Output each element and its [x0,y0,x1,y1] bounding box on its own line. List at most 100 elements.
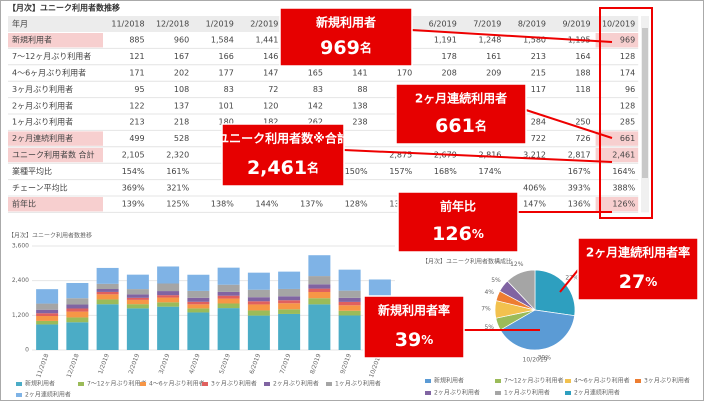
cell: 83 [313,85,323,94]
column-header: 11/2018 [111,20,144,29]
row-label: 2ヶ月連続利用者 [12,133,73,143]
cell: 499 [129,134,144,143]
row-label: 1ヶ月ぶり利用者 [12,117,73,127]
legend-label: 新規利用者 [434,377,464,385]
cell: 960 [174,36,189,45]
cell: 1,580 [523,36,546,45]
row-label: 4〜6ヶ月ぶり利用者 [12,68,86,78]
cell: 101 [219,101,234,110]
legend-label: 3ヶ月ぶり利用者 [644,377,690,385]
legend-label: 3ヶ月ぶり利用者 [211,380,257,388]
bar-segment [126,297,149,300]
cell: 161% [166,167,189,176]
bar-segment [36,315,59,321]
callout-unit: % [472,227,484,241]
cell: 117 [531,85,546,94]
bar-segment [278,300,301,304]
cell: 72 [268,85,278,94]
bar-segment [308,304,331,350]
legend-label: 2ヶ月ぶり利用者 [273,380,319,388]
cell: 167% [568,167,591,176]
cell: 218 [174,118,189,127]
bar-segment [308,298,331,305]
cell: 2,105 [122,151,145,160]
cell: 369% [122,183,145,192]
bar-segment [247,301,270,305]
bar-segment [157,302,180,307]
callout-box [395,83,527,145]
callout-value: 27% [619,271,657,293]
bar-segment [157,295,180,298]
bar-segment [96,291,119,295]
cell: 139% [122,200,145,209]
cell: 321% [166,183,189,192]
cell: 1,441 [255,36,278,45]
bar-segment [278,313,301,350]
column-header: 8/2019 [518,20,546,29]
cell: 137 [174,101,189,110]
cell: 141 [352,69,367,78]
callout-box [221,123,345,187]
callout-connector [411,29,613,43]
cell-highlight [595,197,639,212]
cell: 178 [442,52,457,61]
callout-label: 新規利用者率 [378,303,450,318]
bar-segment [187,308,210,313]
bar-segment [187,304,210,309]
pie-caption: 10/2019 [523,357,548,364]
row-label: 3ヶ月ぶり利用者 [12,84,73,94]
column-header: 10/2019 [602,20,635,29]
bar-segment [308,288,331,292]
row-label: 業種平均比 [12,166,52,176]
pie-value-label: 4% [484,289,494,296]
cell: 885 [129,36,144,45]
cell: 1,191 [434,36,457,45]
cell: 122 [129,101,144,110]
bar-segment [187,274,210,291]
legend-swatch [565,391,571,395]
bar-segment [96,267,119,284]
row-label: 新規利用者 [12,35,52,45]
callout-unit: 名 [475,118,487,133]
callout-label: 新規利用者 [316,15,376,30]
y-tick-label: 2,400 [12,277,29,284]
cell: 262 [308,118,323,127]
bar-segment [66,311,89,318]
bar-segment [36,289,59,304]
cell: 165 [308,69,323,78]
column-header: 年月 [12,19,28,29]
bar-segment [278,303,301,310]
scrollbar-thumb [642,28,648,178]
callout-value: 969名 [320,37,372,59]
pie-value-label: 5% [484,324,494,331]
cell: 661 [620,134,635,143]
cell: 137% [300,200,323,209]
column-header: 12/2018 [156,20,189,29]
column-header: 7/2019 [473,20,501,29]
bar-segment [157,266,180,284]
bar-segment [66,317,89,323]
bar-segment [157,306,180,350]
cell: 722 [531,134,546,143]
bar-segment [338,269,361,291]
bar-segment [308,255,331,277]
legend-swatch [16,382,22,386]
bar-segment [278,288,301,297]
bar-segment [247,310,270,316]
bar-segment [308,284,331,289]
bar-segment [157,297,180,303]
bar-segment [36,313,59,316]
cell: 285 [620,118,635,127]
cell: 250 [575,118,590,127]
table-title: 【月次】ユニーク利用者数推移 [8,3,120,13]
callout-box [363,295,465,359]
bar-segment [96,294,119,300]
y-tick-label: 1,200 [12,312,29,319]
bar-segment [36,309,59,314]
cell: 146 [263,52,278,61]
bar-segment [338,315,361,350]
bar-segment [96,299,119,305]
bar-segment [278,296,301,301]
cell: 177 [219,69,234,78]
cell: 161 [486,52,501,61]
